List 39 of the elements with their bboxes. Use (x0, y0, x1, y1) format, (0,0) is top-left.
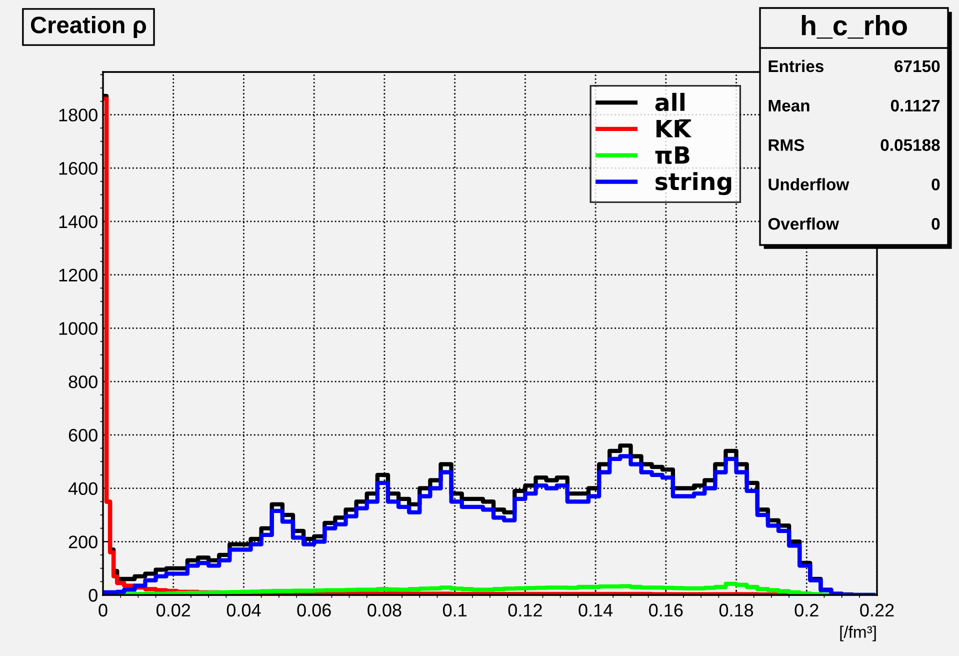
x-tick-label: 0.22 (860, 604, 894, 617)
y-tick-label: 1000 (59, 322, 98, 335)
annotation: Overflow (768, 218, 840, 230)
annotation: RMS (768, 139, 804, 151)
y-tick-label: 1400 (59, 215, 98, 228)
text: 67150 (894, 60, 940, 72)
x-tick-label: 0.14 (578, 604, 613, 617)
legend-label: KK̅ (656, 119, 692, 138)
y-tick-label: 1600 (59, 162, 98, 175)
y-tick-label: 800 (68, 375, 98, 388)
x-tick-label: 0.18 (719, 604, 754, 617)
x-tick-label: 0 (98, 604, 108, 617)
y-tick-label: 1800 (59, 108, 98, 122)
text: 0.05188 (880, 139, 940, 151)
x-tick-label: 0.16 (649, 604, 683, 617)
legend-label: all (655, 92, 684, 112)
x-tick-label: 0.1 (442, 604, 466, 617)
x-tick-label: 0.12 (508, 604, 542, 617)
legend-label: πB (655, 146, 690, 164)
chart-title: Creation ρ (30, 16, 146, 38)
text: 0.1127 (890, 100, 940, 112)
annotation: Entries (768, 60, 824, 72)
x-tick-label: 0.02 (156, 604, 190, 617)
x-tick-label: 0.04 (226, 604, 261, 617)
text: 0 (932, 178, 940, 190)
y-tick-label: 600 (68, 428, 98, 442)
y-tick-label: 200 (68, 536, 98, 548)
x-tick-label: 0.2 (794, 604, 818, 617)
y-tick-label: 1200 (59, 268, 98, 282)
text: 0 (932, 218, 940, 230)
x-axis-title: [/fm³] (840, 626, 876, 642)
x-tick-label: 0.06 (297, 604, 331, 617)
y-tick-label: 0 (88, 588, 98, 602)
y-tick-label: 400 (68, 482, 98, 495)
legend-label: string (656, 172, 732, 196)
annotation: Mean (768, 100, 810, 112)
text: h_c_rho (802, 15, 907, 39)
x-tick-label: 0.08 (368, 604, 402, 617)
annotation: Underflow (768, 178, 850, 190)
